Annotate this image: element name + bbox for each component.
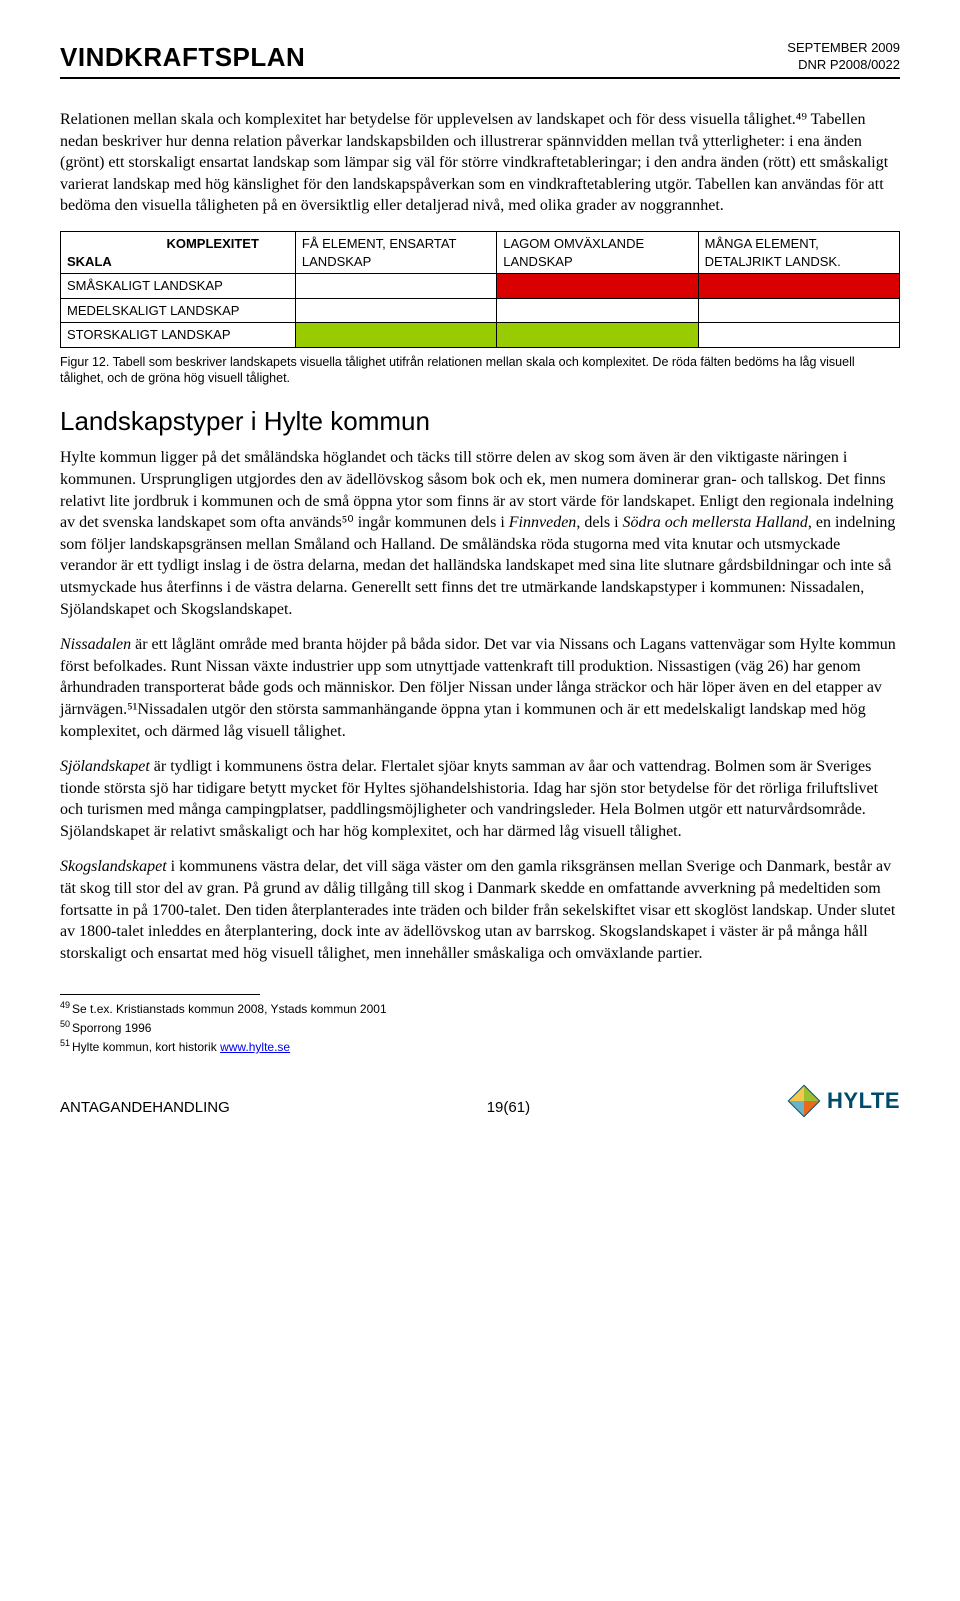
para-2: Nissadalen är ett låglänt område med bra… [60,634,900,742]
section-heading: Landskapstyper i Hylte kommun [60,404,900,439]
intro-paragraph: Relationen mellan skala och komplexitet … [60,109,900,217]
logo-icon [787,1084,821,1118]
col-header-2: LAGOM OMVÄXLANDE LANDSKAP [497,232,698,274]
footnote-49-text: Se t.ex. Kristianstads kommun 2008, Ysta… [72,1002,387,1016]
doc-meta: SEPTEMBER 2009 DNR P2008/0022 [787,40,900,74]
p1-i2: Södra och mellersta Halland [623,514,808,531]
page-header: VINDKRAFTSPLAN SEPTEMBER 2009 DNR P2008/… [60,40,900,79]
col-header-1: FÅ ELEMENT, ENSARTAT LANDSKAP [295,232,496,274]
p1b: , dels i [576,514,622,531]
cell-1-3 [698,274,899,299]
cell-2-1 [295,298,496,323]
hylte-logo: HYLTE [787,1084,900,1118]
row-axis-label: SKALA [67,253,289,271]
doc-date: SEPTEMBER 2009 [787,40,900,57]
p4-body: i kommunens västra delar, det vill säga … [60,858,895,961]
footer-left: ANTAGANDEHANDLING [60,1098,230,1118]
row-label-1: SMÅSKALIGT LANDSKAP [61,274,296,299]
doc-title: VINDKRAFTSPLAN [60,40,305,75]
p2-lead: Nissadalen [60,636,131,653]
footnote-50: 50Sporrong 1996 [60,1018,900,1037]
doc-dnr: DNR P2008/0022 [787,57,900,74]
figure-caption: Figur 12. Tabell som beskriver landskape… [60,354,900,387]
para-3: Sjölandskapet är tydligt i kommunens öst… [60,756,900,842]
footnote-50-text: Sporrong 1996 [72,1021,151,1035]
p2-body: är ett låglänt område med branta höjder … [60,636,896,739]
cell-3-3 [698,323,899,348]
cell-2-3 [698,298,899,323]
cell-1-2 [497,274,698,299]
footnote-49: 49Se t.ex. Kristianstads kommun 2008, Ys… [60,999,900,1018]
cell-3-2 [497,323,698,348]
p3-lead: Sjölandskapet [60,758,150,775]
footnotes: 49Se t.ex. Kristianstads kommun 2008, Ys… [60,999,900,1055]
footer-page-number: 19(61) [487,1098,530,1118]
cell-3-1 [295,323,496,348]
p1-i1: Finnveden [509,514,577,531]
matrix-axis-cell: KOMPLEXITET SKALA [61,232,296,274]
col-axis-label: KOMPLEXITET [67,235,289,253]
p3-body: är tydligt i kommunens östra delar. Fler… [60,758,878,840]
p4-lead: Skogslandskapet [60,858,167,875]
col-header-3: MÅNGA ELEMENT, DETALJRIKT LANDSK. [698,232,899,274]
row-label-3: STORSKALIGT LANDSKAP [61,323,296,348]
matrix-row-1: SMÅSKALIGT LANDSKAP [61,274,900,299]
matrix-row-3: STORSKALIGT LANDSKAP [61,323,900,348]
matrix-row-2: MEDELSKALIGT LANDSKAP [61,298,900,323]
row-label-2: MEDELSKALIGT LANDSKAP [61,298,296,323]
complexity-matrix: KOMPLEXITET SKALA FÅ ELEMENT, ENSARTAT L… [60,231,900,348]
para-1: Hylte kommun ligger på det småländska hö… [60,447,900,620]
para-4: Skogslandskapet i kommunens västra delar… [60,856,900,964]
footnote-51: 51Hylte kommun, kort historik www.hylte.… [60,1037,900,1056]
cell-2-2 [497,298,698,323]
cell-1-1 [295,274,496,299]
footnote-51-link[interactable]: www.hylte.se [220,1040,290,1054]
page-footer: ANTAGANDEHANDLING 19(61) HYLTE [60,1084,900,1118]
logo-text: HYLTE [827,1086,900,1116]
footnote-51-text: Hylte kommun, kort historik [72,1040,220,1054]
